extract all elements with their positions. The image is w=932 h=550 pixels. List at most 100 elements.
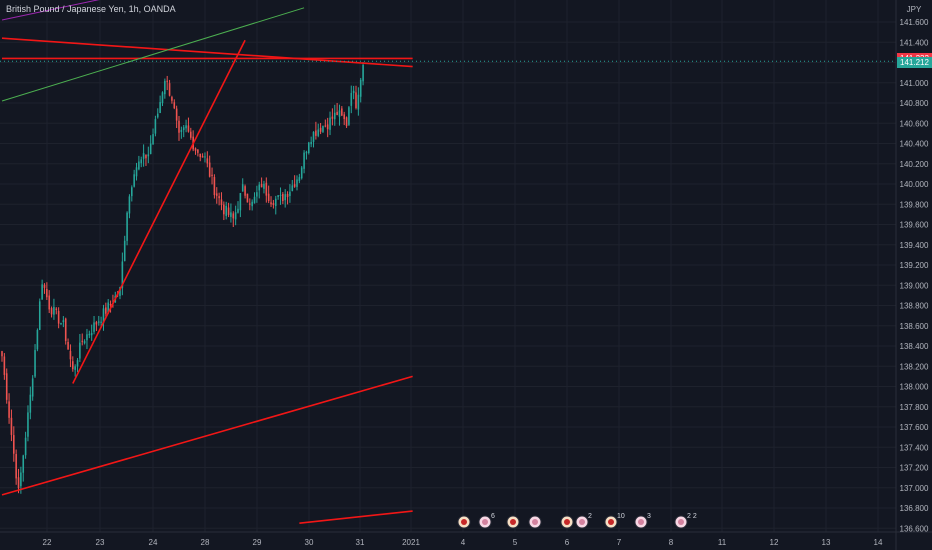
candle-body — [291, 185, 294, 191]
red-trendline — [1, 375, 413, 496]
candle-body — [303, 152, 305, 169]
candle-body — [329, 117, 331, 130]
x-tick-label: 23 — [96, 538, 105, 547]
candle-body — [312, 131, 315, 142]
candle-body — [168, 83, 171, 96]
candle-body — [140, 159, 143, 164]
y-tick-label: 138.000 — [900, 383, 929, 392]
candle-body — [175, 108, 178, 121]
event-marker-dot — [510, 519, 516, 525]
candle-body — [102, 308, 105, 324]
candle-body — [178, 120, 180, 133]
candle-body — [164, 80, 166, 95]
candle-body — [201, 156, 204, 158]
events-group: 6 2 10 3 2 2 — [457, 513, 697, 529]
candle-body — [277, 195, 279, 197]
candle-body — [161, 92, 164, 104]
candle-body — [359, 79, 362, 97]
candle-body — [57, 310, 60, 324]
candle-body — [218, 196, 220, 199]
candle-body — [234, 212, 237, 220]
candle-body — [282, 193, 284, 201]
candle-body — [15, 454, 17, 479]
candle-body — [22, 455, 25, 473]
candle-body — [107, 302, 109, 314]
candle-body — [34, 350, 36, 377]
y-tick-label: 136.600 — [900, 524, 929, 533]
x-tick-label: 11 — [718, 538, 727, 547]
event-count: 10 — [617, 513, 625, 520]
candle-body — [249, 203, 251, 205]
candle-body — [128, 196, 131, 214]
y-tick-label: 137.800 — [900, 403, 929, 412]
candle-body — [20, 472, 22, 487]
candle-body — [95, 322, 98, 325]
candle-body — [182, 127, 185, 131]
candle-body — [29, 394, 32, 413]
y-tick-label: 137.000 — [900, 484, 929, 493]
candles-group — [1, 62, 364, 494]
y-tick-label: 139.000 — [900, 281, 929, 290]
x-tick-label: 4 — [461, 538, 466, 547]
candle-body — [331, 116, 334, 119]
candle-body — [1, 351, 3, 357]
candle-body — [69, 351, 72, 360]
candle-body — [36, 329, 39, 350]
y-tick-label: 140.000 — [900, 180, 929, 189]
candle-body — [81, 340, 84, 342]
y-tick-label: 138.400 — [900, 342, 929, 351]
candle-body — [88, 333, 91, 336]
event-marker-dot — [638, 519, 644, 525]
candle-body — [279, 195, 282, 197]
x-tick-label: 2021 — [402, 538, 420, 547]
candle-body — [41, 284, 43, 300]
candle-body — [246, 193, 249, 203]
candle-body — [149, 143, 152, 155]
candle-body — [197, 149, 199, 153]
event-marker-dot — [482, 519, 488, 525]
y-tick-label: 140.600 — [900, 119, 929, 128]
candle-body — [223, 204, 225, 215]
candle-body — [83, 341, 86, 344]
candle-body — [135, 167, 138, 177]
candle-body — [38, 301, 41, 330]
candle-body — [322, 126, 324, 132]
candle-body — [55, 308, 58, 310]
y-tick-label: 137.600 — [900, 423, 929, 432]
candle-body — [43, 284, 46, 288]
candle-body — [317, 129, 320, 136]
x-tick-label: 28 — [201, 538, 210, 547]
candle-body — [17, 477, 20, 489]
y-tick-label: 140.400 — [900, 140, 929, 149]
candle-body — [147, 154, 150, 157]
candle-body — [138, 161, 140, 170]
candle-body — [251, 201, 253, 207]
candle-body — [3, 356, 6, 375]
candle-body — [166, 80, 168, 82]
candle-body — [190, 131, 192, 138]
y-tick-label: 140.800 — [900, 99, 929, 108]
y-tick-label: 139.400 — [900, 241, 929, 250]
candle-body — [121, 261, 124, 288]
candle-body — [315, 130, 317, 136]
candle-body — [286, 193, 289, 198]
candle-body — [270, 202, 272, 205]
candle-body — [159, 102, 161, 113]
candle-body — [100, 321, 102, 323]
candle-body — [362, 64, 364, 82]
y-tick-label: 138.200 — [900, 362, 929, 371]
x-tick-label: 14 — [874, 538, 883, 547]
candle-body — [308, 142, 310, 154]
candle-body — [225, 205, 227, 216]
candle-body — [263, 183, 265, 189]
candle-body — [105, 307, 107, 314]
candle-body — [220, 199, 223, 205]
current-price-tag: 141.212 — [897, 57, 932, 69]
candle-body — [350, 92, 353, 106]
y-tick-label: 138.600 — [900, 322, 929, 331]
red-trendline — [299, 510, 413, 524]
x-tick-label: 30 — [305, 538, 314, 547]
